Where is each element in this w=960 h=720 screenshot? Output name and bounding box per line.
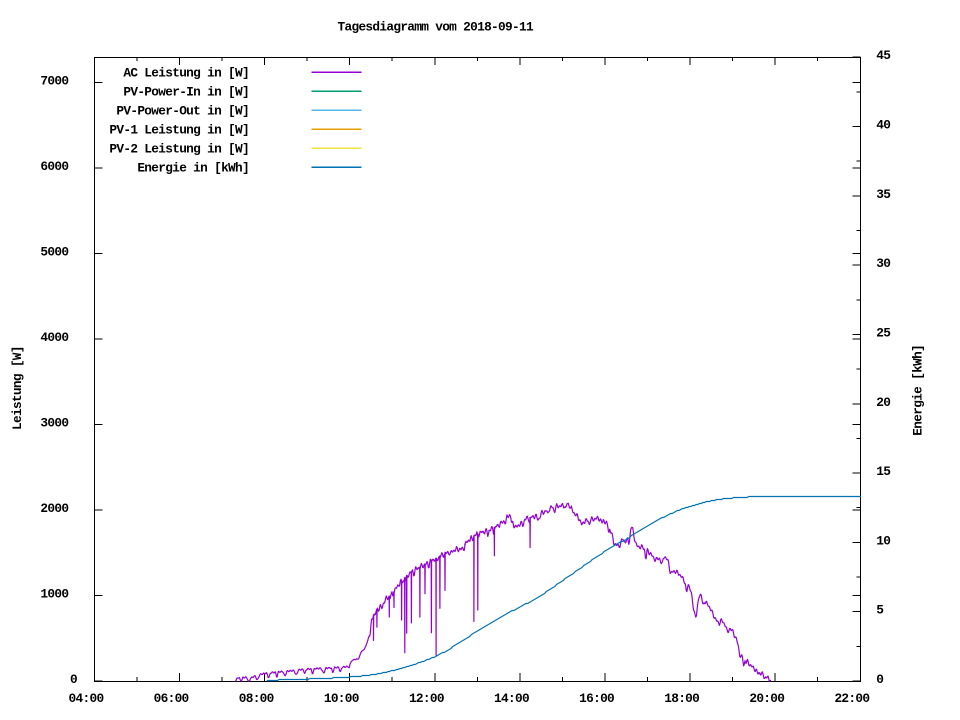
svg-text:40: 40 (876, 118, 890, 133)
svg-text:5000: 5000 (40, 245, 68, 260)
svg-text:5: 5 (876, 603, 884, 618)
svg-text:2000: 2000 (40, 501, 68, 516)
svg-text:Energie [kWh]: Energie [kWh] (911, 345, 926, 436)
svg-text:18:00: 18:00 (664, 691, 699, 706)
svg-text:22:00: 22:00 (834, 691, 869, 706)
svg-text:AC Leistung in [W]: AC Leistung in [W] (123, 65, 249, 80)
svg-text:Energie in [kWh]: Energie in [kWh] (137, 160, 249, 175)
svg-text:1000: 1000 (40, 587, 68, 602)
svg-text:14:00: 14:00 (494, 691, 529, 706)
svg-text:PV-1 Leistung in [W]: PV-1 Leistung in [W] (109, 122, 249, 137)
svg-text:45: 45 (876, 48, 891, 63)
svg-text:0: 0 (876, 672, 883, 687)
svg-text:06:00: 06:00 (154, 691, 189, 706)
svg-text:20:00: 20:00 (749, 691, 784, 706)
svg-text:30: 30 (876, 256, 890, 271)
svg-text:25: 25 (876, 325, 891, 340)
svg-text:4000: 4000 (40, 330, 68, 345)
svg-text:10: 10 (876, 533, 890, 548)
svg-text:15: 15 (876, 464, 891, 479)
svg-text:6000: 6000 (40, 159, 68, 174)
svg-text:0: 0 (70, 672, 77, 687)
svg-text:PV-2 Leistung in [W]: PV-2 Leistung in [W] (109, 141, 249, 156)
svg-text:7000: 7000 (40, 74, 68, 89)
svg-text:12:00: 12:00 (409, 691, 444, 706)
svg-text:16:00: 16:00 (579, 691, 614, 706)
svg-text:PV-Power-Out in [W]: PV-Power-Out in [W] (116, 103, 249, 118)
svg-text:08:00: 08:00 (239, 691, 274, 706)
svg-text:35: 35 (876, 187, 891, 202)
svg-text:3000: 3000 (40, 416, 68, 431)
svg-text:10:00: 10:00 (324, 691, 359, 706)
svg-text:Tagesdiagramm vom 2018-09-11: Tagesdiagramm vom 2018-09-11 (338, 20, 534, 35)
svg-text:PV-Power-In in [W]: PV-Power-In in [W] (123, 84, 249, 99)
svg-text:Leistung [W]: Leistung [W] (10, 346, 25, 430)
svg-text:20: 20 (876, 395, 890, 410)
svg-text:04:00: 04:00 (69, 691, 104, 706)
